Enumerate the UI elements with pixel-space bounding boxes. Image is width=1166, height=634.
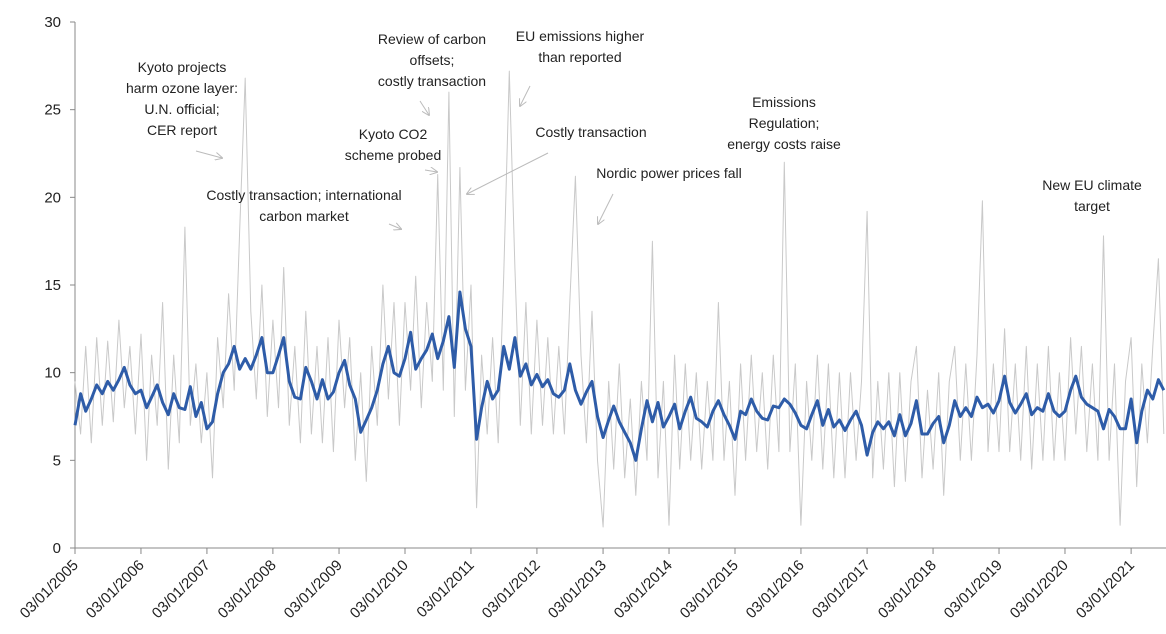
y-tick-label: 20 [44,189,61,206]
x-tick-label: 03/01/2017 [809,557,874,622]
annotation-arrow [598,193,614,224]
annotation: Emissions [752,94,816,110]
annotation-arrow [467,152,549,194]
x-tick-label: 03/01/2012 [479,557,544,622]
series-line [74,70,1165,528]
annotation: than reported [538,49,621,65]
y-tick-label: 5 [53,452,61,469]
y-tick-label: 15 [44,277,61,294]
x-tick-label: 03/01/2019 [941,557,1006,622]
x-tick-label: 03/01/2016 [743,557,808,622]
annotation: target [1074,198,1110,214]
annotation: Costly transaction [535,124,646,140]
x-tick-label: 03/01/2010 [347,557,412,622]
x-tick-label: 03/01/2018 [875,557,940,622]
annotation: Kyoto projects [138,59,227,75]
y-tick-label: 30 [44,14,61,31]
annotation-arrow [388,224,401,229]
series-line [73,290,1166,462]
annotation: EU emissions higher [516,28,645,44]
y-tick-label: 25 [44,102,61,119]
annotation: Kyoto CO2 [359,126,428,142]
y-tick-label: 10 [44,365,61,382]
annotation: U.N. official; [144,101,219,117]
annotation: scheme probed [345,147,442,163]
x-tick-label: 03/01/2006 [83,557,148,622]
annotation: New EU climate [1042,177,1142,193]
annotation: Review of carbon [378,31,486,47]
annotation: CER report [147,122,217,138]
x-tick-label: 03/01/2013 [545,557,610,622]
x-tick-label: 03/01/2020 [1007,557,1072,622]
annotation: energy costs raise [727,136,841,152]
x-tick-label: 03/01/2007 [149,557,214,622]
annotation-arrow [419,100,429,115]
annotation-arrow [520,85,531,106]
x-tick-label: 03/01/2014 [611,557,676,622]
y-tick-label: 0 [53,540,61,557]
annotation: carbon market [259,208,349,224]
annotation-arrow [195,150,222,158]
annotation: Costly transaction; international [206,187,401,203]
x-tick-label: 03/01/2009 [281,557,346,622]
annotation: harm ozone layer: [126,80,238,96]
annotation: Regulation; [749,115,820,131]
x-tick-label: 03/01/2021 [1073,557,1138,622]
x-tick-label: 03/01/2015 [677,557,742,622]
x-tick-label: 03/01/2011 [413,557,477,621]
annotation: Nordic power prices fall [596,165,742,181]
annotation: costly transaction [378,73,486,89]
x-tick-label: 03/01/2008 [215,557,280,622]
annotation-arrow [424,170,437,172]
annotation: offsets; [410,52,455,68]
x-tick-label: 03/01/2005 [17,557,82,622]
